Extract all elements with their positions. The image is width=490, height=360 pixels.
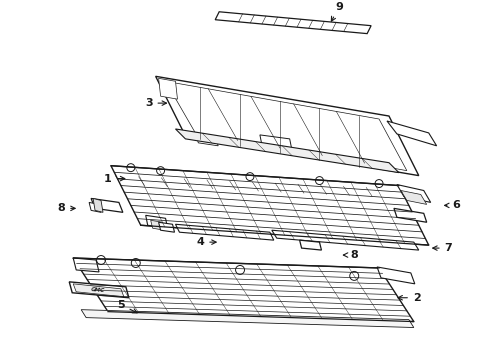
Polygon shape bbox=[397, 185, 431, 202]
Text: 6: 6 bbox=[444, 201, 461, 210]
Text: 1: 1 bbox=[104, 174, 125, 184]
Polygon shape bbox=[196, 133, 218, 146]
Polygon shape bbox=[73, 284, 124, 297]
Polygon shape bbox=[260, 135, 292, 149]
Polygon shape bbox=[387, 188, 413, 201]
Polygon shape bbox=[401, 190, 427, 204]
Polygon shape bbox=[116, 176, 395, 197]
Polygon shape bbox=[156, 76, 419, 176]
Polygon shape bbox=[394, 208, 427, 222]
Polygon shape bbox=[159, 78, 177, 99]
Polygon shape bbox=[272, 230, 419, 250]
Polygon shape bbox=[387, 121, 437, 146]
Polygon shape bbox=[159, 222, 174, 232]
Text: 2: 2 bbox=[398, 293, 420, 303]
Polygon shape bbox=[111, 166, 429, 245]
Text: 4: 4 bbox=[196, 237, 216, 247]
Text: 7: 7 bbox=[433, 243, 452, 253]
Polygon shape bbox=[215, 12, 371, 33]
Text: 5: 5 bbox=[117, 300, 137, 313]
Polygon shape bbox=[73, 258, 99, 272]
Polygon shape bbox=[175, 224, 274, 240]
Polygon shape bbox=[150, 220, 165, 230]
Text: 3: 3 bbox=[145, 98, 167, 108]
Polygon shape bbox=[93, 198, 103, 212]
Text: 9: 9 bbox=[331, 2, 343, 21]
Polygon shape bbox=[299, 240, 321, 250]
Text: GMC: GMC bbox=[91, 287, 105, 293]
Polygon shape bbox=[81, 310, 414, 328]
Text: 8: 8 bbox=[343, 250, 358, 260]
Polygon shape bbox=[73, 258, 414, 321]
Polygon shape bbox=[69, 282, 129, 298]
Polygon shape bbox=[175, 129, 399, 173]
Polygon shape bbox=[146, 215, 168, 228]
Polygon shape bbox=[377, 267, 415, 284]
Text: 8: 8 bbox=[57, 203, 75, 213]
Polygon shape bbox=[89, 202, 101, 212]
Polygon shape bbox=[91, 198, 123, 212]
